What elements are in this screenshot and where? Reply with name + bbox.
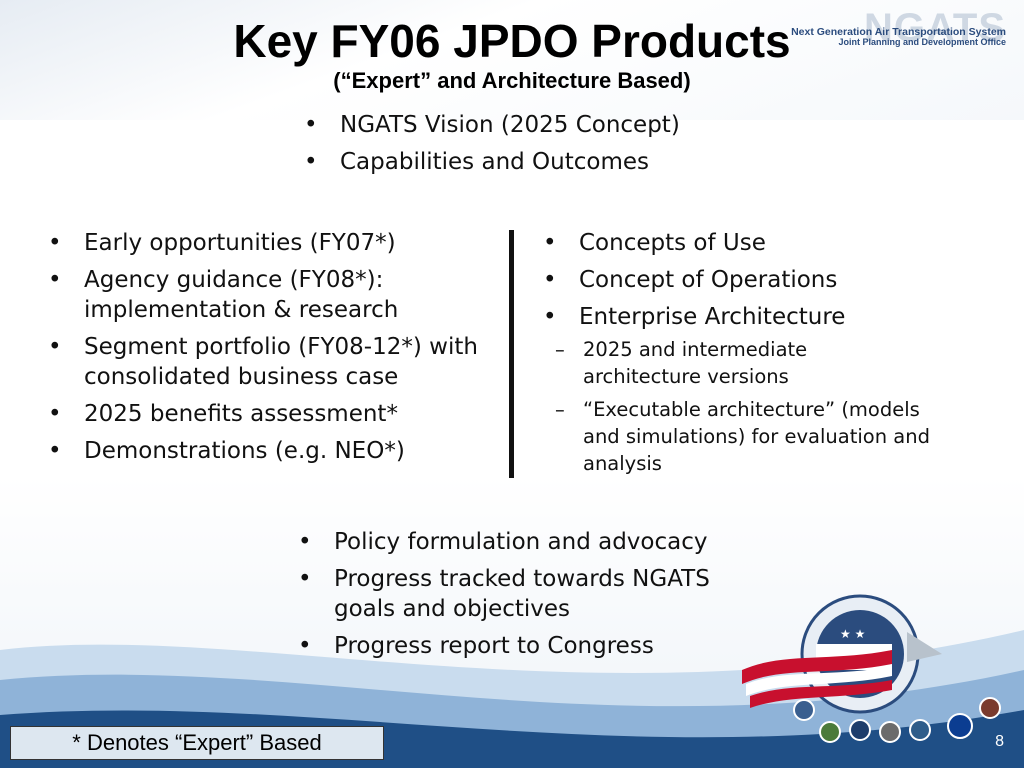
agency-logos <box>793 697 1001 743</box>
slide-title: Key FY06 JPDO Products <box>233 15 791 67</box>
list-item: Concepts of Use <box>541 228 1011 258</box>
list-item-label: Enterprise Architecture <box>579 304 846 330</box>
list-item: Enterprise Architecture <box>541 302 1011 332</box>
bottom-bullet-list: Policy formulation and advocacy Progress… <box>296 527 716 668</box>
header-band <box>0 0 1024 120</box>
ngats-logo-line1: Next Generation Air Transportation Syste… <box>791 26 1006 38</box>
left-bullet-list: Early opportunities (FY07*) Agency guida… <box>46 228 516 473</box>
top-bullet-list: NGATS Vision (2025 Concept) Capabilities… <box>302 110 802 184</box>
sub-list-item: 2025 and intermediate architecture versi… <box>541 336 881 390</box>
page-number: 8 <box>995 733 1004 750</box>
list-item: Concept of Operations <box>541 265 1011 295</box>
svg-text:★ ★: ★ ★ <box>840 627 865 641</box>
list-item: Segment portfolio (FY08-12*) with consol… <box>46 332 516 392</box>
list-item: Capabilities and Outcomes <box>302 147 802 177</box>
column-divider <box>509 230 514 478</box>
list-item: Agency guidance (FY08*): implementation … <box>46 265 516 325</box>
sub-list-item: “Executable architecture” (models and si… <box>541 396 961 477</box>
jpdo-seal: ★ ★ <box>742 594 942 714</box>
list-item: Demonstrations (e.g. NEO*) <box>46 436 516 466</box>
right-bullet-list: Concepts of Use Concept of Operations En… <box>541 228 1011 332</box>
right-subbullet-list: 2025 and intermediate architecture versi… <box>541 336 1011 477</box>
list-item: Policy formulation and advocacy <box>296 527 716 557</box>
ngats-logo: NGATS <box>863 6 1006 50</box>
list-item: NGATS Vision (2025 Concept) <box>302 110 802 140</box>
slide-subtitle: (“Expert” and Architecture Based) <box>333 68 691 93</box>
list-item: Progress report to Congress <box>296 631 716 661</box>
ngats-logo-line2: Joint Planning and Development Office <box>838 37 1006 47</box>
list-item: 2025 benefits assessment* <box>46 399 516 429</box>
list-item: Early opportunities (FY07*) <box>46 228 516 258</box>
footnote-box: * Denotes “Expert” Based <box>10 726 384 760</box>
list-item: Progress tracked towards NGATS goals and… <box>296 564 716 624</box>
right-bullet-column: Concepts of Use Concept of Operations En… <box>541 228 1011 483</box>
